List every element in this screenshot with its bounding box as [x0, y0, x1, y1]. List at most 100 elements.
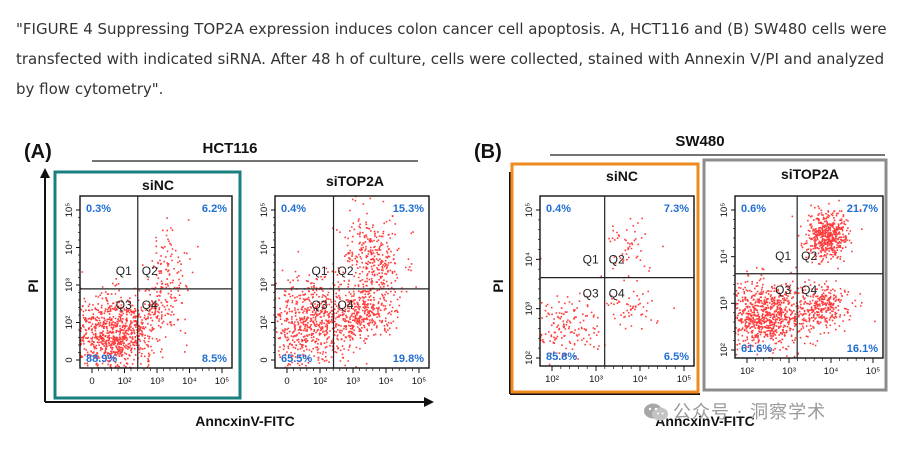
x-tick-label: 10⁴ — [182, 376, 197, 387]
quadrant-percentage-q1: 0.3% — [86, 203, 111, 215]
quadrant-percentage-q4: 19.8% — [393, 353, 424, 365]
x-tick-label: 10⁴ — [633, 374, 648, 385]
y-tick-label: 10⁵ — [259, 203, 270, 218]
wechat-icon — [643, 402, 669, 422]
y-tick-label: 10³ — [719, 296, 730, 310]
y-axis-label: PI — [490, 279, 506, 292]
y-axis-label: PI — [25, 279, 41, 292]
y-axis-arrow-icon — [40, 168, 50, 178]
y-tick-label: 10² — [524, 351, 535, 365]
quadrant-label-q2: Q2 — [801, 249, 817, 263]
x-tick-label: 10⁵ — [677, 374, 692, 385]
plot-frame — [539, 195, 695, 367]
panel-b-cell-line: SW480 — [675, 133, 724, 150]
quadrant-percentage-q4: 16.1% — [847, 343, 878, 355]
quadrant-label-q4: Q4 — [609, 287, 625, 301]
y-tick-label: 10³ — [64, 278, 75, 292]
x-tick-label: 10² — [313, 376, 327, 387]
scatter-plot-sw480-sitop2a: Q1 Q2 Q3 Q4 0.6% 21.7% 61.6% 16.1% 10⁵ 10⁴ 10³ 10² 1… — [719, 195, 884, 377]
quadrant-percentage-q3: 65.5% — [281, 353, 312, 365]
quadrant-label-q1: Q1 — [775, 249, 791, 263]
x-tick-label: 10⁵ — [866, 366, 881, 377]
sitop2a-highlight-frame — [702, 158, 888, 392]
x-tick-label: 10² — [545, 374, 559, 385]
event-dots — [540, 217, 675, 366]
x-axis-label: AnncxinV-FITC — [655, 413, 755, 429]
x-tick-label: 10⁵ — [412, 376, 427, 387]
x-tick-label: 10³ — [782, 366, 796, 377]
quadrant-percentage-q2: 15.3% — [393, 203, 424, 215]
quadrant-percentage-q1: 0.4% — [546, 203, 571, 215]
panel-a-cell-line: HCT116 — [202, 140, 257, 157]
quadrant-label-q3: Q3 — [116, 298, 132, 312]
scatter-plot-sw480-sinc: Q1 Q2 Q3 Q4 0.4% 7.3% 85.8% 6.5% 10⁵ 10⁴ 10³ 10² 10²… — [524, 195, 695, 385]
quadrant-label-q3: Q3 — [583, 287, 599, 301]
quadrant-percentage-q1: 0.6% — [741, 203, 766, 215]
y-tick-label: 10⁵ — [719, 203, 730, 218]
figure-caption: "FIGURE 4 Suppressing TOP2A expression i… — [16, 20, 887, 98]
y-tick-label: 10⁴ — [719, 249, 730, 264]
quadrant-percentage-q2: 7.3% — [664, 203, 689, 215]
y-tick-label: 10² — [259, 316, 270, 330]
x-tick-label: 10³ — [589, 374, 603, 385]
y-tick-label: 10⁴ — [64, 240, 75, 255]
y-tick-label: 10³ — [524, 302, 535, 316]
quadrant-percentage-q2: 21.7% — [847, 203, 878, 215]
x-axis-arrow-icon — [424, 397, 434, 407]
panel-a-label: (A) — [24, 141, 52, 163]
x-tick-label: 10⁵ — [215, 376, 230, 387]
panel-b-label: (B) — [474, 141, 502, 163]
y-tick-label: 10³ — [259, 278, 270, 292]
quadrant-percentage-q3: 85.8% — [546, 351, 577, 363]
plot-frame — [734, 195, 884, 359]
y-tick-label: 10⁵ — [64, 203, 75, 218]
plot-title-sitop2a: siTOP2A — [781, 166, 839, 182]
quadrant-label-q2: Q2 — [338, 264, 354, 278]
y-tick-label: 10² — [64, 316, 75, 330]
watermark: 公众号 · 洞察学术 — [643, 398, 826, 424]
quadrant-label-q2: Q2 — [609, 253, 625, 267]
quadrant-percentage-q4: 6.5% — [664, 351, 689, 363]
quadrant-label-q3: Q3 — [312, 298, 328, 312]
x-tick-label: 0 — [284, 376, 289, 387]
plot-frame — [79, 195, 233, 369]
y-tick-label: 10² — [719, 343, 730, 357]
quadrant-percentage-q1: 0.4% — [281, 203, 306, 215]
x-tick-label: 10⁴ — [824, 366, 839, 377]
quadrant-percentage-q4: 8.5% — [202, 353, 227, 365]
quadrant-label-q1: Q1 — [583, 253, 599, 267]
quadrant-label-q4: Q4 — [338, 298, 354, 312]
plot-title-sinc: siNC — [142, 177, 174, 193]
y-tick-label: 10⁵ — [524, 203, 535, 218]
quadrant-label-q1: Q1 — [116, 264, 132, 278]
plot-title-sinc: siNC — [606, 168, 638, 184]
event-dots — [275, 196, 417, 368]
y-tick-label: 0 — [64, 357, 75, 362]
sinc-highlight-frame — [53, 170, 242, 400]
scatter-plot-hct116-sinc: Q1 Q2 Q3 Q4 0.3% 6.2% 88.9% 8.5% 10⁵ 10⁴ 10³ 10² 0 0 1… — [64, 195, 233, 387]
quadrant-percentage-q3: 61.6% — [741, 343, 772, 355]
x-tick-label: 10² — [740, 366, 754, 377]
plot-frame — [274, 195, 430, 369]
x-tick-label: 10⁴ — [379, 376, 394, 387]
quadrant-label-q1: Q1 — [312, 264, 328, 278]
x-tick-label: 0 — [89, 376, 94, 387]
x-tick-label: 10² — [118, 376, 132, 387]
sinc-highlight-frame — [510, 162, 700, 394]
plot-title-sitop2a: siTOP2A — [326, 173, 384, 189]
panel-b: (B) SW480 PI AnncxinV-FITC siNC Q1 Q2 Q3 Q4… — [474, 133, 888, 429]
y-tick-label: 10⁴ — [259, 240, 270, 255]
x-tick-label: 10³ — [346, 376, 360, 387]
quadrant-label-q4: Q4 — [142, 298, 158, 312]
x-axis-label: AnncxinV-FITC — [195, 413, 295, 429]
event-dots — [735, 199, 876, 358]
scatter-plot-hct116-sitop2a: Q1 Q2 Q3 Q4 0.4% 15.3% 65.5% 19.8% 10⁵ 10⁴ 10³ 10² 0… — [259, 195, 430, 387]
quadrant-label-q3: Q3 — [775, 283, 791, 297]
quadrant-label-q4: Q4 — [801, 283, 817, 297]
y-tick-label: 0 — [259, 357, 270, 362]
quadrant-label-q2: Q2 — [142, 264, 158, 278]
watermark-text: 公众号 · 洞察学术 — [673, 402, 827, 423]
y-tick-label: 10⁴ — [524, 252, 535, 267]
